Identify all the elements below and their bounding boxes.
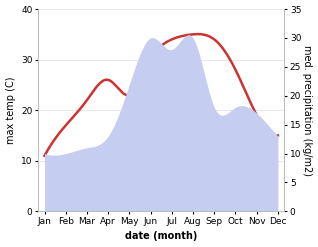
Y-axis label: med. precipitation (kg/m2): med. precipitation (kg/m2) [302,45,313,176]
X-axis label: date (month): date (month) [125,231,197,242]
Y-axis label: max temp (C): max temp (C) [5,76,16,144]
